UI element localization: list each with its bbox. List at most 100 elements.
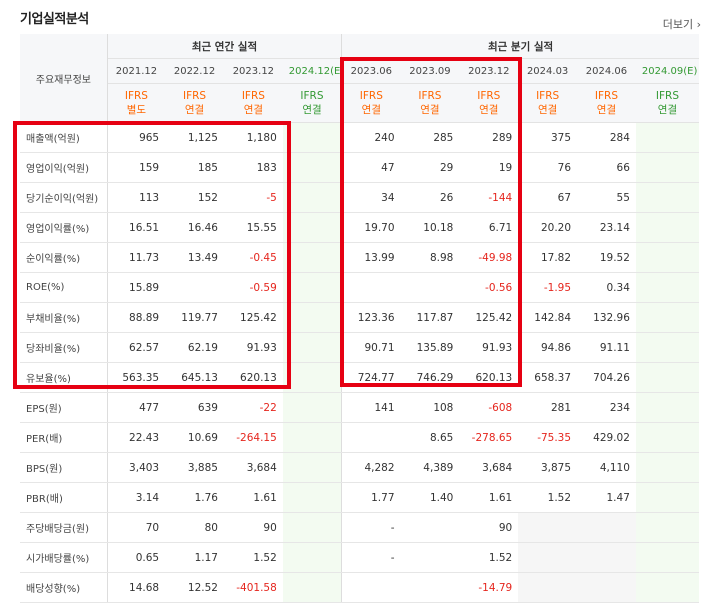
- row-label: 순이익률(%): [20, 242, 108, 273]
- quarter-value-cell: [341, 272, 401, 303]
- table-row: 순이익률(%) 11.73 13.49 -0.45 13.99 8.98 -49.98 17.…: [20, 242, 699, 273]
- quarter-value-cell: [635, 182, 699, 213]
- annual-value-cell: 62.57: [107, 332, 166, 363]
- annual-value-cell: 80: [165, 512, 224, 543]
- annual-value-cell: 1.76: [165, 482, 224, 513]
- quarter-value-cell: [400, 272, 460, 303]
- quarter-value-cell: 6.71: [459, 212, 519, 243]
- annual-value-cell: 477: [107, 392, 166, 423]
- annual-value-cell: 16.46: [165, 212, 224, 243]
- quarter-period-header: 2024.09(E): [635, 58, 699, 84]
- annual-value-cell: 1.52: [223, 542, 283, 573]
- quarter-value-cell: 704.26: [577, 362, 636, 393]
- quarter-value-cell: 4,282: [341, 452, 401, 483]
- annual-basis-header: IFRS 연결: [223, 83, 283, 123]
- quarter-value-cell: -144: [459, 182, 519, 213]
- quarter-value-cell: [635, 512, 699, 543]
- annual-value-cell: [282, 242, 342, 273]
- quarter-value-cell: -0.56: [459, 272, 519, 303]
- quarter-value-cell: [577, 512, 636, 543]
- quarter-value-cell: -: [341, 542, 401, 573]
- annual-value-cell: [282, 362, 342, 393]
- quarter-value-cell: 142.84: [518, 302, 578, 333]
- financial-table: 주요재무정보 최근 연간 실적 최근 분기 실적 2021.12 2022.12 2…: [20, 34, 699, 603]
- table-row: 영업이익률(%) 16.51 16.46 15.55 19.70 10.18 6.71 20.…: [20, 212, 699, 243]
- quarter-value-cell: 19: [459, 152, 519, 183]
- annual-basis-header: IFRS 별도: [107, 83, 166, 123]
- annual-value-cell: 62.19: [165, 332, 224, 363]
- annual-value-cell: [282, 512, 342, 543]
- quarter-value-cell: 29: [400, 152, 460, 183]
- row-label: 영업이익률(%): [20, 212, 108, 243]
- quarter-value-cell: 55: [577, 182, 636, 213]
- annual-period-header: 2022.12: [165, 58, 224, 84]
- annual-value-cell: 3.14: [107, 482, 166, 513]
- table-row: PER(배) 22.43 10.69 -264.15 8.65 -278.65 -75.35…: [20, 422, 699, 453]
- annual-value-cell: 16.51: [107, 212, 166, 243]
- annual-basis-header: IFRS 연결: [282, 83, 342, 123]
- quarter-value-cell: [635, 152, 699, 183]
- annual-value-cell: 70: [107, 512, 166, 543]
- annual-value-cell: 15.89: [107, 272, 166, 303]
- annual-value-cell: -264.15: [223, 422, 283, 453]
- annual-value-cell: 119.77: [165, 302, 224, 333]
- row-label: 영업이익(억원): [20, 152, 108, 183]
- table-row: EPS(원) 477 639 -22 141 108 -608 281 234: [20, 392, 699, 423]
- quarter-value-cell: 8.98: [400, 242, 460, 273]
- annual-value-cell: 3,885: [165, 452, 224, 483]
- annual-value-cell: [165, 272, 224, 303]
- annual-value-cell: -5: [223, 182, 283, 213]
- annual-group-header: 최근 연간 실적: [107, 34, 342, 59]
- quarter-value-cell: [518, 542, 578, 573]
- annual-value-cell: 88.89: [107, 302, 166, 333]
- row-label: BPS(원): [20, 452, 108, 483]
- quarter-value-cell: 34: [341, 182, 401, 213]
- annual-value-cell: [282, 452, 342, 483]
- annual-value-cell: 183: [223, 152, 283, 183]
- quarter-value-cell: -75.35: [518, 422, 578, 453]
- quarter-value-cell: -49.98: [459, 242, 519, 273]
- quarter-value-cell: [635, 452, 699, 483]
- table-row: 유보율(%) 563.35 645.13 620.13 724.77 746.29 620.…: [20, 362, 699, 393]
- row-label: PER(배): [20, 422, 108, 453]
- annual-value-cell: 965: [107, 122, 166, 153]
- annual-value-cell: 13.49: [165, 242, 224, 273]
- quarter-value-cell: -1.95: [518, 272, 578, 303]
- annual-value-cell: 1,125: [165, 122, 224, 153]
- quarter-value-cell: 284: [577, 122, 636, 153]
- quarter-value-cell: 0.34: [577, 272, 636, 303]
- section-title: 기업실적분석: [20, 12, 89, 27]
- quarter-value-cell: 23.14: [577, 212, 636, 243]
- quarter-value-cell: [518, 512, 578, 543]
- quarter-period-header: 2023.06: [341, 58, 401, 84]
- table-row: ROE(%) 15.89 -0.59 -0.56 -1.95 0.34: [20, 272, 699, 303]
- annual-value-cell: 1.17: [165, 542, 224, 573]
- quarter-value-cell: 90.71: [341, 332, 401, 363]
- annual-value-cell: 639: [165, 392, 224, 423]
- annual-period-header: 2024.12(E): [282, 58, 342, 84]
- quarter-value-cell: 135.89: [400, 332, 460, 363]
- annual-value-cell: 620.13: [223, 362, 283, 393]
- annual-value-cell: [282, 122, 342, 153]
- quarter-basis-header: IFRS 연결: [341, 83, 401, 123]
- more-link[interactable]: 더보기 ›: [662, 18, 701, 31]
- annual-value-cell: -22: [223, 392, 283, 423]
- quarter-value-cell: 289: [459, 122, 519, 153]
- quarter-value-cell: 94.86: [518, 332, 578, 363]
- annual-value-cell: [282, 392, 342, 423]
- row-label: EPS(원): [20, 392, 108, 423]
- annual-value-cell: 10.69: [165, 422, 224, 453]
- annual-value-cell: [282, 212, 342, 243]
- quarter-value-cell: 125.42: [459, 302, 519, 333]
- quarter-value-cell: 66: [577, 152, 636, 183]
- quarter-period-header: 2023.12: [459, 58, 519, 84]
- quarter-value-cell: 724.77: [341, 362, 401, 393]
- row-label: PBR(배): [20, 482, 108, 513]
- quarter-value-cell: 240: [341, 122, 401, 153]
- table-row: 당기순이익(억원) 113 152 -5 34 26 -144 67 55: [20, 182, 699, 213]
- quarter-value-cell: -: [341, 512, 401, 543]
- chevron-right-icon: ›: [696, 18, 701, 31]
- quarter-value-cell: 76: [518, 152, 578, 183]
- quarter-period-header: 2024.03: [518, 58, 578, 84]
- annual-value-cell: 15.55: [223, 212, 283, 243]
